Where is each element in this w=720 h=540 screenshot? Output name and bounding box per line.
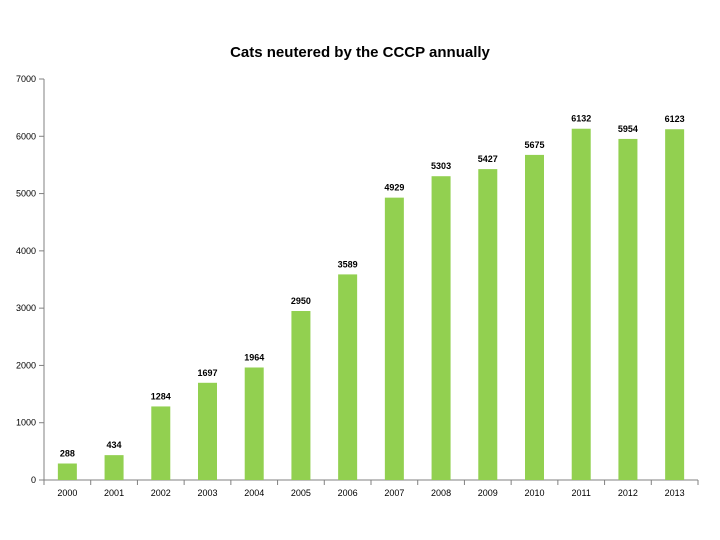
y-tick-label: 6000 [16, 131, 36, 141]
x-tick-label: 2005 [291, 488, 311, 498]
x-tick-label: 2007 [384, 488, 404, 498]
y-tick-label: 3000 [16, 303, 36, 313]
y-tick-label: 4000 [16, 246, 36, 256]
x-tick-label: 2001 [104, 488, 124, 498]
data-label-2006: 3589 [338, 259, 358, 269]
bar-2000 [57, 463, 77, 480]
chart-title: Cats neutered by the CCCP annually [230, 44, 490, 61]
data-label-2012: 5954 [618, 124, 638, 134]
bar-2008 [431, 176, 451, 480]
data-label-2007: 4929 [384, 183, 404, 193]
bars [57, 128, 685, 481]
x-axis: 2000 2001 2002 2003 2004 2005 2006 2007 2008 2009… [43, 479, 699, 498]
bar-2011 [571, 128, 591, 480]
bar-2002 [151, 406, 171, 480]
x-tick-label: 2000 [57, 488, 77, 498]
x-tick-label: 2009 [478, 488, 498, 498]
data-label-2008: 5303 [431, 161, 451, 171]
bar-2006 [338, 274, 358, 480]
x-tick-label: 2013 [665, 488, 685, 498]
data-label-2011: 6132 [571, 114, 591, 124]
bar-2005 [291, 311, 311, 480]
y-tick-label: 7000 [16, 74, 36, 84]
x-tick-label: 2010 [524, 488, 544, 498]
data-label-2001: 434 [107, 440, 122, 450]
x-tick-label: 2003 [197, 488, 217, 498]
bar-2003 [198, 382, 217, 480]
y-tick-label: 0 [31, 475, 36, 485]
bar-2001 [104, 455, 124, 480]
y-tick-label: 5000 [16, 189, 36, 199]
data-label-2004: 1964 [244, 352, 264, 362]
x-tick-label: 2008 [431, 488, 451, 498]
data-label-2009: 5427 [478, 154, 498, 164]
data-label-2010: 5675 [524, 140, 544, 150]
data-label-2003: 1697 [197, 368, 217, 378]
bar-2009 [478, 169, 498, 481]
data-label-2005: 2950 [291, 296, 311, 306]
y-tick-label: 2000 [16, 360, 36, 370]
data-label-2000: 288 [60, 449, 75, 459]
bar-2010 [525, 154, 544, 480]
data-label-2002: 1284 [151, 391, 171, 401]
x-tick-label: 2004 [244, 488, 264, 498]
data-label-2013: 6123 [665, 114, 685, 124]
bar-2013 [665, 129, 685, 481]
data-labels: 288 434 1284 1697 1964 2950 3589 4929 5303 5427 56… [60, 114, 685, 459]
x-tick-label: 2012 [618, 488, 638, 498]
x-tick-label: 2011 [572, 488, 591, 498]
y-axis: 0 1000 2000 3000 4000 5000 6000 7000 [16, 74, 45, 485]
x-tick-label: 2006 [338, 488, 358, 498]
y-tick-label: 1000 [16, 418, 36, 428]
bar-2004 [244, 367, 264, 480]
bar-2012 [618, 138, 638, 481]
x-tick-label: 2002 [151, 488, 171, 498]
bar-2007 [384, 197, 404, 480]
